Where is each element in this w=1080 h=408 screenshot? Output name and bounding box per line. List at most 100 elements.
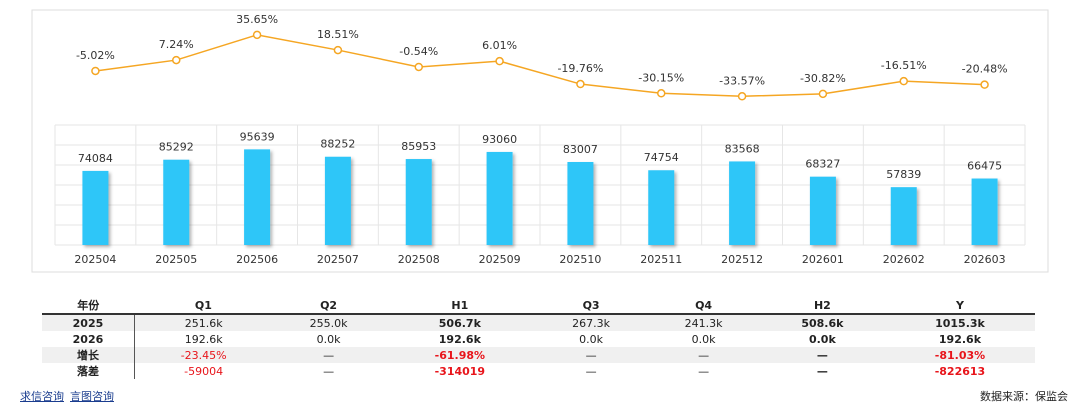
table-cell: 落差 [42, 363, 135, 379]
table-row: 2025 251.6k 255.0k 506.7k 267.3k 241.3k 508.6k… [42, 314, 1035, 331]
bar-label: 83007 [563, 143, 598, 156]
table-cell: — [816, 364, 828, 378]
x-tick-label: 202603 [964, 253, 1006, 266]
bar [82, 170, 109, 245]
table-cell: -314019 [434, 364, 486, 378]
line-point [252, 30, 262, 40]
bar-label: 85292 [159, 141, 194, 154]
point-label: -30.15% [638, 71, 684, 84]
table-cell: 192.6k [184, 332, 223, 346]
table-cell: -61.98% [384, 347, 535, 363]
x-tick-label: 202507 [317, 253, 359, 266]
table-cell: — [759, 347, 885, 363]
link[interactable]: 求信咨询 [20, 390, 64, 403]
line [95, 34, 985, 98]
table-cell: 267.3k [534, 314, 648, 331]
table-cell: 192.6k [938, 332, 982, 346]
line-point [657, 89, 666, 98]
table-cell: — [534, 347, 648, 363]
point-label: -5.02% [76, 49, 115, 62]
bar-label: 66475 [967, 160, 1002, 173]
header-cell: Q2 [272, 297, 385, 315]
x-tick-label: 202601 [802, 253, 844, 266]
chart: -5.02% 7.24% 35.65% 18.51% -0.54% 6.01% -19.76… [31, 9, 1049, 273]
point-label: -20.48% [962, 63, 1008, 76]
header-cell: H2 [759, 297, 885, 315]
chart-frame [31, 9, 1049, 273]
x-tick-label: 202505 [155, 253, 197, 266]
table-cell: -23.45% [134, 347, 273, 363]
x-tick-label: 202504 [74, 253, 116, 266]
bar-label: 85953 [401, 140, 436, 153]
link[interactable]: 言图咨询 [70, 390, 114, 403]
bar-label: 74754 [644, 151, 679, 164]
point-label: -0.54% [399, 45, 438, 58]
table-cell: 0.0k [579, 332, 604, 346]
header-cell: H1 [384, 297, 535, 315]
source-note: 数据来源：保监会 [980, 390, 1068, 403]
header-cell: Y [884, 297, 1035, 315]
table-cell: 192.6k [438, 332, 481, 346]
bar [163, 159, 190, 245]
point-label: -30.82% [800, 72, 846, 85]
table-cell: 0.0k [316, 332, 341, 346]
bar [567, 161, 594, 245]
bar-label: 88252 [320, 138, 355, 151]
x-tick-label: 202511 [640, 253, 682, 266]
table-cell: 241.3k [647, 314, 760, 331]
bar [729, 161, 756, 245]
table-cell: — [585, 364, 597, 378]
x-tick-label: 202602 [883, 253, 925, 266]
header-cell: 年份 [42, 297, 135, 315]
bar [324, 156, 351, 245]
x-tick-label: 202506 [236, 253, 278, 266]
line-point [899, 76, 908, 86]
table-row: 2026 192.6k 0.0k 192.6k 0.0k 0.0k 0.0k 192.6k [42, 331, 1035, 347]
summary-table: 年份 Q1 Q2 H1 Q3 Q4 H2 Y 2025 251.6k 255.0k 506.7k 26… [42, 297, 1035, 379]
table-cell: -822613 [934, 364, 986, 378]
bar-label: 83568 [725, 142, 760, 155]
table-cell: -59004 [184, 364, 224, 378]
x-tick-label: 202508 [398, 253, 440, 266]
point-label: 35.65% [236, 13, 278, 26]
table-cell: -81.03% [884, 347, 1035, 363]
line-point [737, 92, 747, 101]
point-label: 18.51% [317, 28, 359, 41]
table-cell: 增长 [42, 347, 135, 363]
x-tick-label: 202512 [721, 253, 763, 266]
bar-label: 57839 [886, 168, 921, 181]
table-cell: 508.6k [759, 314, 885, 331]
table-cell: 255.0k [272, 314, 385, 331]
bar [648, 170, 675, 245]
line-point [495, 56, 504, 66]
point-label: -16.51% [881, 59, 927, 72]
header-cell: Q4 [647, 297, 760, 315]
line-point [91, 66, 100, 76]
table-cell: 1015.3k [884, 314, 1035, 331]
bar [890, 187, 917, 245]
table-cell: 2026 [42, 331, 135, 347]
line-point [333, 45, 343, 55]
point-label: -19.76% [557, 62, 603, 75]
x-tick-label: 202510 [559, 253, 601, 266]
line-point [818, 89, 828, 99]
line-point [980, 80, 989, 89]
table-cell: — [323, 364, 335, 378]
table-row: 增长 -23.45% — -61.98% — — — -81.03% [42, 347, 1035, 363]
bar [244, 149, 271, 245]
bar [971, 178, 998, 245]
header-cell: Q1 [134, 297, 273, 315]
bar-label: 93060 [482, 133, 517, 146]
table-cell: — [272, 347, 385, 363]
x-tick-label: 202509 [479, 253, 521, 266]
table-cell: 0.0k [691, 332, 716, 346]
table-cell: 506.7k [384, 314, 535, 331]
table-cell: — [647, 347, 760, 363]
bar [405, 159, 432, 245]
bar [486, 151, 513, 245]
footer-links: 求信咨询 言图咨询 [20, 388, 120, 404]
table-cell: 0.0k [808, 332, 836, 346]
table-row: 落差 -59004 — -314019 — — — -822613 [42, 363, 1035, 379]
bar-label: 74084 [78, 152, 113, 165]
